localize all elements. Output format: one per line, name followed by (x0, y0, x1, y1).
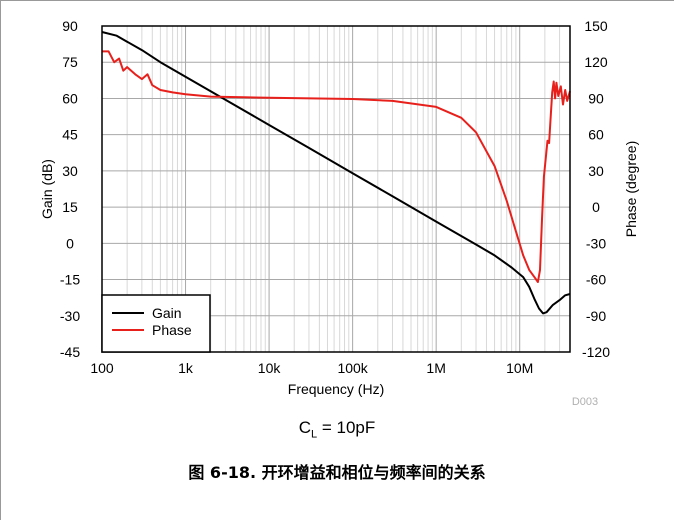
series-line-gain (101, 31, 571, 315)
x-tick-label: 10M (506, 360, 533, 376)
left-y-tick-label: -15 (60, 272, 80, 288)
cl-subscript: L (311, 428, 318, 441)
right-y-tick-label: -90 (586, 308, 606, 324)
load-capacitance-caption: CL = 10pF (0, 418, 674, 440)
gain-phase-chart: 9075604530150-15-30-451501209060300-30-6… (39, 18, 639, 408)
left-y-tick-label: 30 (62, 163, 78, 179)
x-tick-label: 100 (90, 360, 114, 376)
cl-value: = 10pF (317, 418, 376, 437)
figure-caption: 图 6-18. 开环增益和相位与频率间的关系 (188, 463, 486, 482)
left-y-tick-label: 90 (62, 18, 78, 34)
legend-label-phase: Phase (152, 322, 192, 338)
series-lines (101, 31, 571, 315)
plot-border (101, 25, 571, 353)
right-y-tick-label: 150 (584, 18, 608, 34)
left-y-tick-label: -30 (60, 308, 80, 324)
left-y-tick-label: 75 (62, 54, 78, 70)
x-axis-label: Frequency (Hz) (288, 381, 384, 397)
left-y-tick-label: 60 (62, 90, 78, 106)
grid-lines (102, 26, 570, 352)
series-line-phase (102, 50, 571, 283)
right-y-tick-label: 90 (588, 90, 604, 106)
cl-symbol: C (298, 418, 312, 437)
left-y-tick-label: 45 (62, 127, 78, 143)
x-tick-label: 100k (337, 360, 368, 376)
legend-label-gain: Gain (152, 305, 182, 321)
frame-left-border (0, 0, 1, 520)
right-y-tick-label: 60 (588, 127, 604, 143)
right-y-tick-label: 120 (584, 54, 608, 70)
frame-top-border (0, 0, 674, 1)
right-y-tick-label: -120 (582, 344, 610, 360)
chart-id-watermark: D003 (572, 396, 598, 408)
x-tick-label: 1M (426, 360, 445, 376)
right-y-tick-label: -30 (586, 235, 606, 251)
left-y-tick-label: 15 (62, 199, 78, 215)
right-y-tick-label: 0 (592, 199, 600, 215)
x-tick-label: 10k (258, 360, 282, 376)
left-y-tick-label: -45 (60, 344, 80, 360)
left-y-tick-label: 0 (66, 235, 74, 251)
legend-box (101, 294, 211, 353)
right-y-tick-label: 30 (588, 163, 604, 179)
tick-labels: 9075604530150-15-30-451501209060300-30-6… (60, 18, 610, 376)
right-y-tick-label: -60 (586, 272, 606, 288)
x-tick-label: 1k (178, 360, 194, 376)
left-y-axis-label: Gain (dB) (39, 159, 55, 219)
right-y-axis-label: Phase (degree) (623, 141, 639, 238)
